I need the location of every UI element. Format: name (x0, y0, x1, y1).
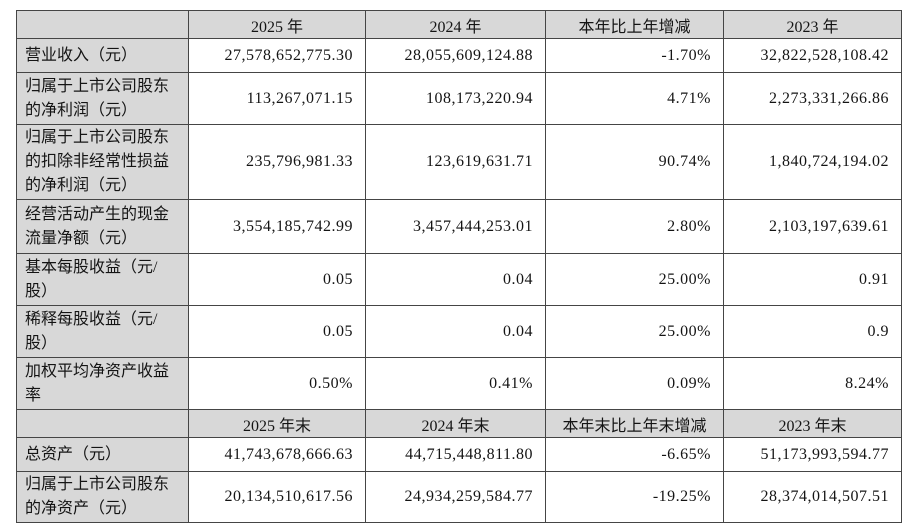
cell-value: 3,554,185,742.99 (188, 199, 366, 254)
cell-value: 2,103,197,639.61 (723, 199, 902, 254)
cell-value: 0.04 (365, 305, 546, 358)
cell-value: 2.80% (545, 199, 724, 254)
cell-value: 28,374,014,507.51 (723, 471, 902, 523)
table-row-basic-eps: 基本每股收益（元/股） 0.05 0.04 25.00% 0.91 (16, 253, 902, 306)
cell-value: 0.05 (188, 253, 366, 306)
cell-value: 28,055,609,124.88 (365, 38, 546, 73)
cell-value: 8.24% (723, 357, 902, 410)
header-empty-cell (16, 409, 189, 438)
column-header-2023-end: 2023 年末 (723, 409, 902, 438)
cell-value: 113,267,071.15 (188, 72, 366, 125)
cell-value: 25.00% (545, 305, 724, 358)
header-empty-cell (16, 10, 189, 39)
cell-value: 41,743,678,666.63 (188, 437, 366, 472)
table-header-row-annual: 2025 年 2024 年 本年比上年增减 2023 年 (16, 10, 902, 39)
cell-value: 44,715,448,811.80 (365, 437, 546, 472)
column-header-2024-end: 2024 年末 (365, 409, 546, 438)
cell-value: 90.74% (545, 124, 724, 200)
column-header-2025-end: 2025 年末 (188, 409, 366, 438)
cell-value: 0.50% (188, 357, 366, 410)
cell-value: 4.71% (545, 72, 724, 125)
column-header-2023: 2023 年 (723, 10, 902, 39)
cell-value: 2,273,331,266.86 (723, 72, 902, 125)
table-row-operating-revenue: 营业收入（元） 27,578,652,775.30 28,055,609,124… (16, 38, 902, 73)
column-header-yoy-change: 本年比上年增减 (545, 10, 724, 39)
cell-value: -1.70% (545, 38, 724, 73)
cell-value: 24,934,259,584.77 (365, 471, 546, 523)
column-header-2024: 2024 年 (365, 10, 546, 39)
cell-value: 25.00% (545, 253, 724, 306)
row-label: 总资产（元） (16, 437, 189, 472)
table-row-diluted-eps: 稀释每股收益（元/股） 0.05 0.04 25.00% 0.9 (16, 305, 902, 358)
row-label: 加权平均净资产收益率 (16, 357, 189, 410)
cell-value: 123,619,631.71 (365, 124, 546, 200)
cell-value: 0.9 (723, 305, 902, 358)
cell-value: 235,796,981.33 (188, 124, 366, 200)
row-label: 基本每股收益（元/股） (16, 253, 189, 306)
table-row-weighted-average-roe: 加权平均净资产收益率 0.50% 0.41% 0.09% 8.24% (16, 357, 902, 410)
column-header-yoy-end-change: 本年末比上年末增减 (545, 409, 724, 438)
row-label: 稀释每股收益（元/股） (16, 305, 189, 358)
cell-value: 0.09% (545, 357, 724, 410)
cell-value: 3,457,444,253.01 (365, 199, 546, 254)
table-row-total-assets: 总资产（元） 41,743,678,666.63 44,715,448,811.… (16, 437, 902, 472)
cell-value: 20,134,510,617.56 (188, 471, 366, 523)
cell-value: -19.25% (545, 471, 724, 523)
row-label: 归属于上市公司股东的净利润（元） (16, 72, 189, 125)
cell-value: 0.04 (365, 253, 546, 306)
row-label: 经营活动产生的现金流量净额（元） (16, 199, 189, 254)
cell-value: 0.05 (188, 305, 366, 358)
row-label: 归属于上市公司股东的净资产（元） (16, 471, 189, 523)
row-label: 归属于上市公司股东的扣除非经常性损益的净利润（元） (16, 124, 189, 200)
cell-value: 51,173,993,594.77 (723, 437, 902, 472)
table-row-net-profit: 归属于上市公司股东的净利润（元） 113,267,071.15 108,173,… (16, 72, 902, 125)
cell-value: 27,578,652,775.30 (188, 38, 366, 73)
table-row-operating-cash-flow: 经营活动产生的现金流量净额（元） 3,554,185,742.99 3,457,… (16, 199, 902, 254)
table-header-row-period-end: 2025 年末 2024 年末 本年末比上年末增减 2023 年末 (16, 409, 902, 438)
cell-value: 32,822,528,108.42 (723, 38, 902, 73)
column-header-2025: 2025 年 (188, 10, 366, 39)
table-row-net-assets: 归属于上市公司股东的净资产（元） 20,134,510,617.56 24,93… (16, 471, 902, 523)
table-row-net-profit-after-nonrecurring: 归属于上市公司股东的扣除非经常性损益的净利润（元） 235,796,981.33… (16, 124, 902, 200)
cell-value: 1,840,724,194.02 (723, 124, 902, 200)
cell-value: -6.65% (545, 437, 724, 472)
cell-value: 0.91 (723, 253, 902, 306)
cell-value: 108,173,220.94 (365, 72, 546, 125)
cell-value: 0.41% (365, 357, 546, 410)
financial-summary-table: 2025 年 2024 年 本年比上年增减 2023 年 营业收入（元） 27,… (16, 10, 902, 523)
row-label: 营业收入（元） (16, 38, 189, 73)
